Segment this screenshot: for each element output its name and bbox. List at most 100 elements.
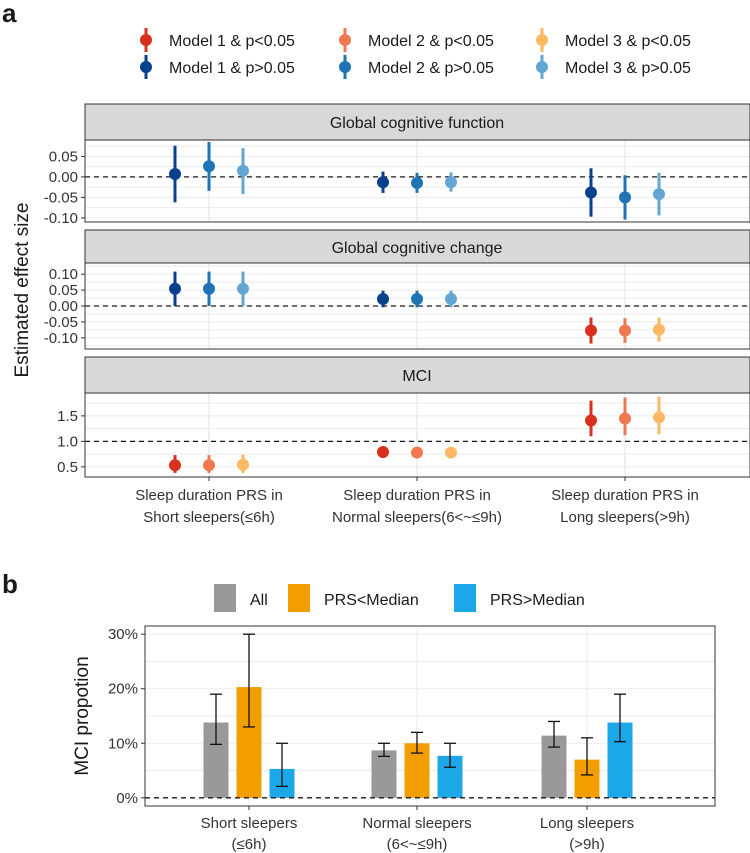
strip-background	[84, 356, 750, 394]
y-tick-label: 20%	[108, 681, 138, 698]
legend-label: Model 2 & p<0.05	[368, 33, 494, 50]
legend-item: Model 2 & p<0.05	[339, 28, 494, 52]
legend-label: Model 1 & p<0.05	[169, 33, 295, 50]
x-tick-label: (>9h)	[569, 836, 604, 853]
x-tick-label: (≤6h)	[232, 836, 267, 853]
y-tick-label: 0.00	[49, 298, 78, 315]
facet-title: Global cognitive function	[330, 115, 504, 132]
y-tick-label: 1.0	[57, 433, 78, 450]
legend-label: Model 2 & p>0.05	[368, 60, 494, 77]
x-tick-label: Normal sleepers(6<~≤9h)	[332, 509, 502, 526]
point-estimate	[653, 323, 665, 336]
y-axis-label-a: Estimated effect size	[12, 203, 33, 378]
y-tick-label: 0.05	[49, 148, 78, 165]
point-estimate	[445, 292, 457, 305]
point-estimate	[619, 191, 631, 204]
y-tick-label: -0.05	[44, 314, 78, 331]
x-tick-label: Short sleepers(≤6h)	[143, 509, 275, 526]
bar-chart-b: 0% 10% 20% 30% Short sleepers (≤6h) Normal sle…	[108, 625, 716, 853]
facet-title: Global cognitive change	[332, 240, 503, 257]
point-estimate	[585, 324, 597, 337]
legend-b: All PRS<Median PRS>Median	[214, 584, 585, 612]
legend-label: PRS<Median	[324, 592, 419, 609]
legend-swatch	[454, 584, 476, 612]
legend-key-point	[536, 34, 548, 46]
point-estimate	[585, 186, 597, 199]
y-tick-label: -0.10	[44, 210, 78, 227]
legend-item: All	[214, 584, 268, 612]
facet-title: MCI	[402, 368, 431, 385]
legend-label: All	[250, 592, 268, 609]
x-tick-label: Long sleepers(>9h)	[560, 509, 690, 526]
x-tick-label: (6<~≤9h)	[387, 836, 448, 853]
legend-label: Model 3 & p>0.05	[565, 60, 691, 77]
y-tick-label: 0.10	[49, 266, 78, 283]
legend-item: PRS<Median	[288, 584, 419, 612]
legend-item: Model 3 & p>0.05	[536, 55, 691, 79]
legend-label: PRS>Median	[490, 592, 585, 609]
x-tick-label: Sleep duration PRS in	[135, 487, 283, 504]
legend-item: Model 2 & p>0.05	[339, 55, 494, 79]
strip-background	[84, 229, 750, 264]
y-tick-label: -0.05	[44, 189, 78, 206]
point-estimate	[237, 164, 249, 177]
point-estimate	[203, 282, 215, 295]
x-axis-labels-a: Sleep duration PRS in Short sleepers(≤6h)…	[135, 477, 699, 526]
legend-item: PRS>Median	[454, 584, 585, 612]
point-estimate	[169, 459, 181, 472]
point-estimate	[237, 282, 249, 295]
legend-item: Model 3 & p<0.05	[536, 28, 691, 52]
x-tick-label: Sleep duration PRS in	[551, 487, 699, 504]
point-estimate	[445, 446, 457, 459]
x-tick-label: Long sleepers	[540, 815, 634, 832]
plot-border	[144, 625, 716, 807]
x-tick-label: Short sleepers	[201, 815, 298, 832]
point-estimate	[237, 458, 249, 471]
legend-label: Model 1 & p>0.05	[169, 60, 295, 77]
facet-global-cognitive-function: Global cognitive function 0.05 0.00 -0.05 -…	[44, 103, 750, 227]
point-estimate	[619, 324, 631, 337]
legend-key-point	[536, 61, 548, 73]
point-estimate	[411, 177, 423, 190]
point-estimate	[585, 414, 597, 427]
point-estimate	[377, 176, 389, 189]
x-tick-label: Sleep duration PRS in	[343, 487, 491, 504]
y-tick-label: 1.5	[57, 408, 78, 425]
x-tick-label: Normal sleepers	[362, 815, 471, 832]
y-tick-label: 0.05	[49, 282, 78, 299]
legend-key-point	[140, 61, 152, 73]
plot-border	[84, 139, 750, 223]
point-estimate	[653, 188, 665, 201]
y-tick-label: -0.10	[44, 330, 78, 347]
point-estimate	[203, 160, 215, 173]
legend-swatch	[214, 584, 236, 612]
panel-a-label: a	[2, 0, 17, 28]
point-estimate	[169, 168, 181, 181]
point-estimate	[169, 282, 181, 295]
y-tick-label: 0%	[116, 790, 138, 807]
legend-swatch	[288, 584, 310, 612]
bar	[371, 750, 397, 798]
point-estimate	[203, 459, 215, 472]
y-tick-label: 0.5	[57, 459, 78, 476]
facet-global-cognitive-change: Global cognitive change 0.100.050.00-0.0…	[44, 229, 750, 350]
y-tick-label: 0.00	[49, 169, 78, 186]
point-estimate	[411, 446, 423, 459]
point-estimate	[445, 176, 457, 189]
legend-a: Model 1 & p<0.05 Model 2 & p<0.05 Model 3 …	[140, 28, 691, 79]
legend-item: Model 1 & p>0.05	[140, 55, 295, 79]
facet-mci: MCI 1.5 1.0 0.5	[57, 356, 750, 478]
legend-key-point	[339, 61, 351, 73]
point-estimate	[653, 411, 665, 424]
legend-item: Model 1 & p<0.05	[140, 28, 295, 52]
plot-border	[84, 262, 750, 350]
y-tick-label: 10%	[108, 735, 138, 752]
panel-b-label: b	[2, 569, 18, 599]
point-estimate	[377, 446, 389, 459]
point-estimate	[619, 412, 631, 425]
legend-label: Model 3 & p<0.05	[565, 33, 691, 50]
strip-background	[84, 103, 750, 141]
y-tick-label: 30%	[108, 626, 138, 643]
legend-key-point	[339, 34, 351, 46]
